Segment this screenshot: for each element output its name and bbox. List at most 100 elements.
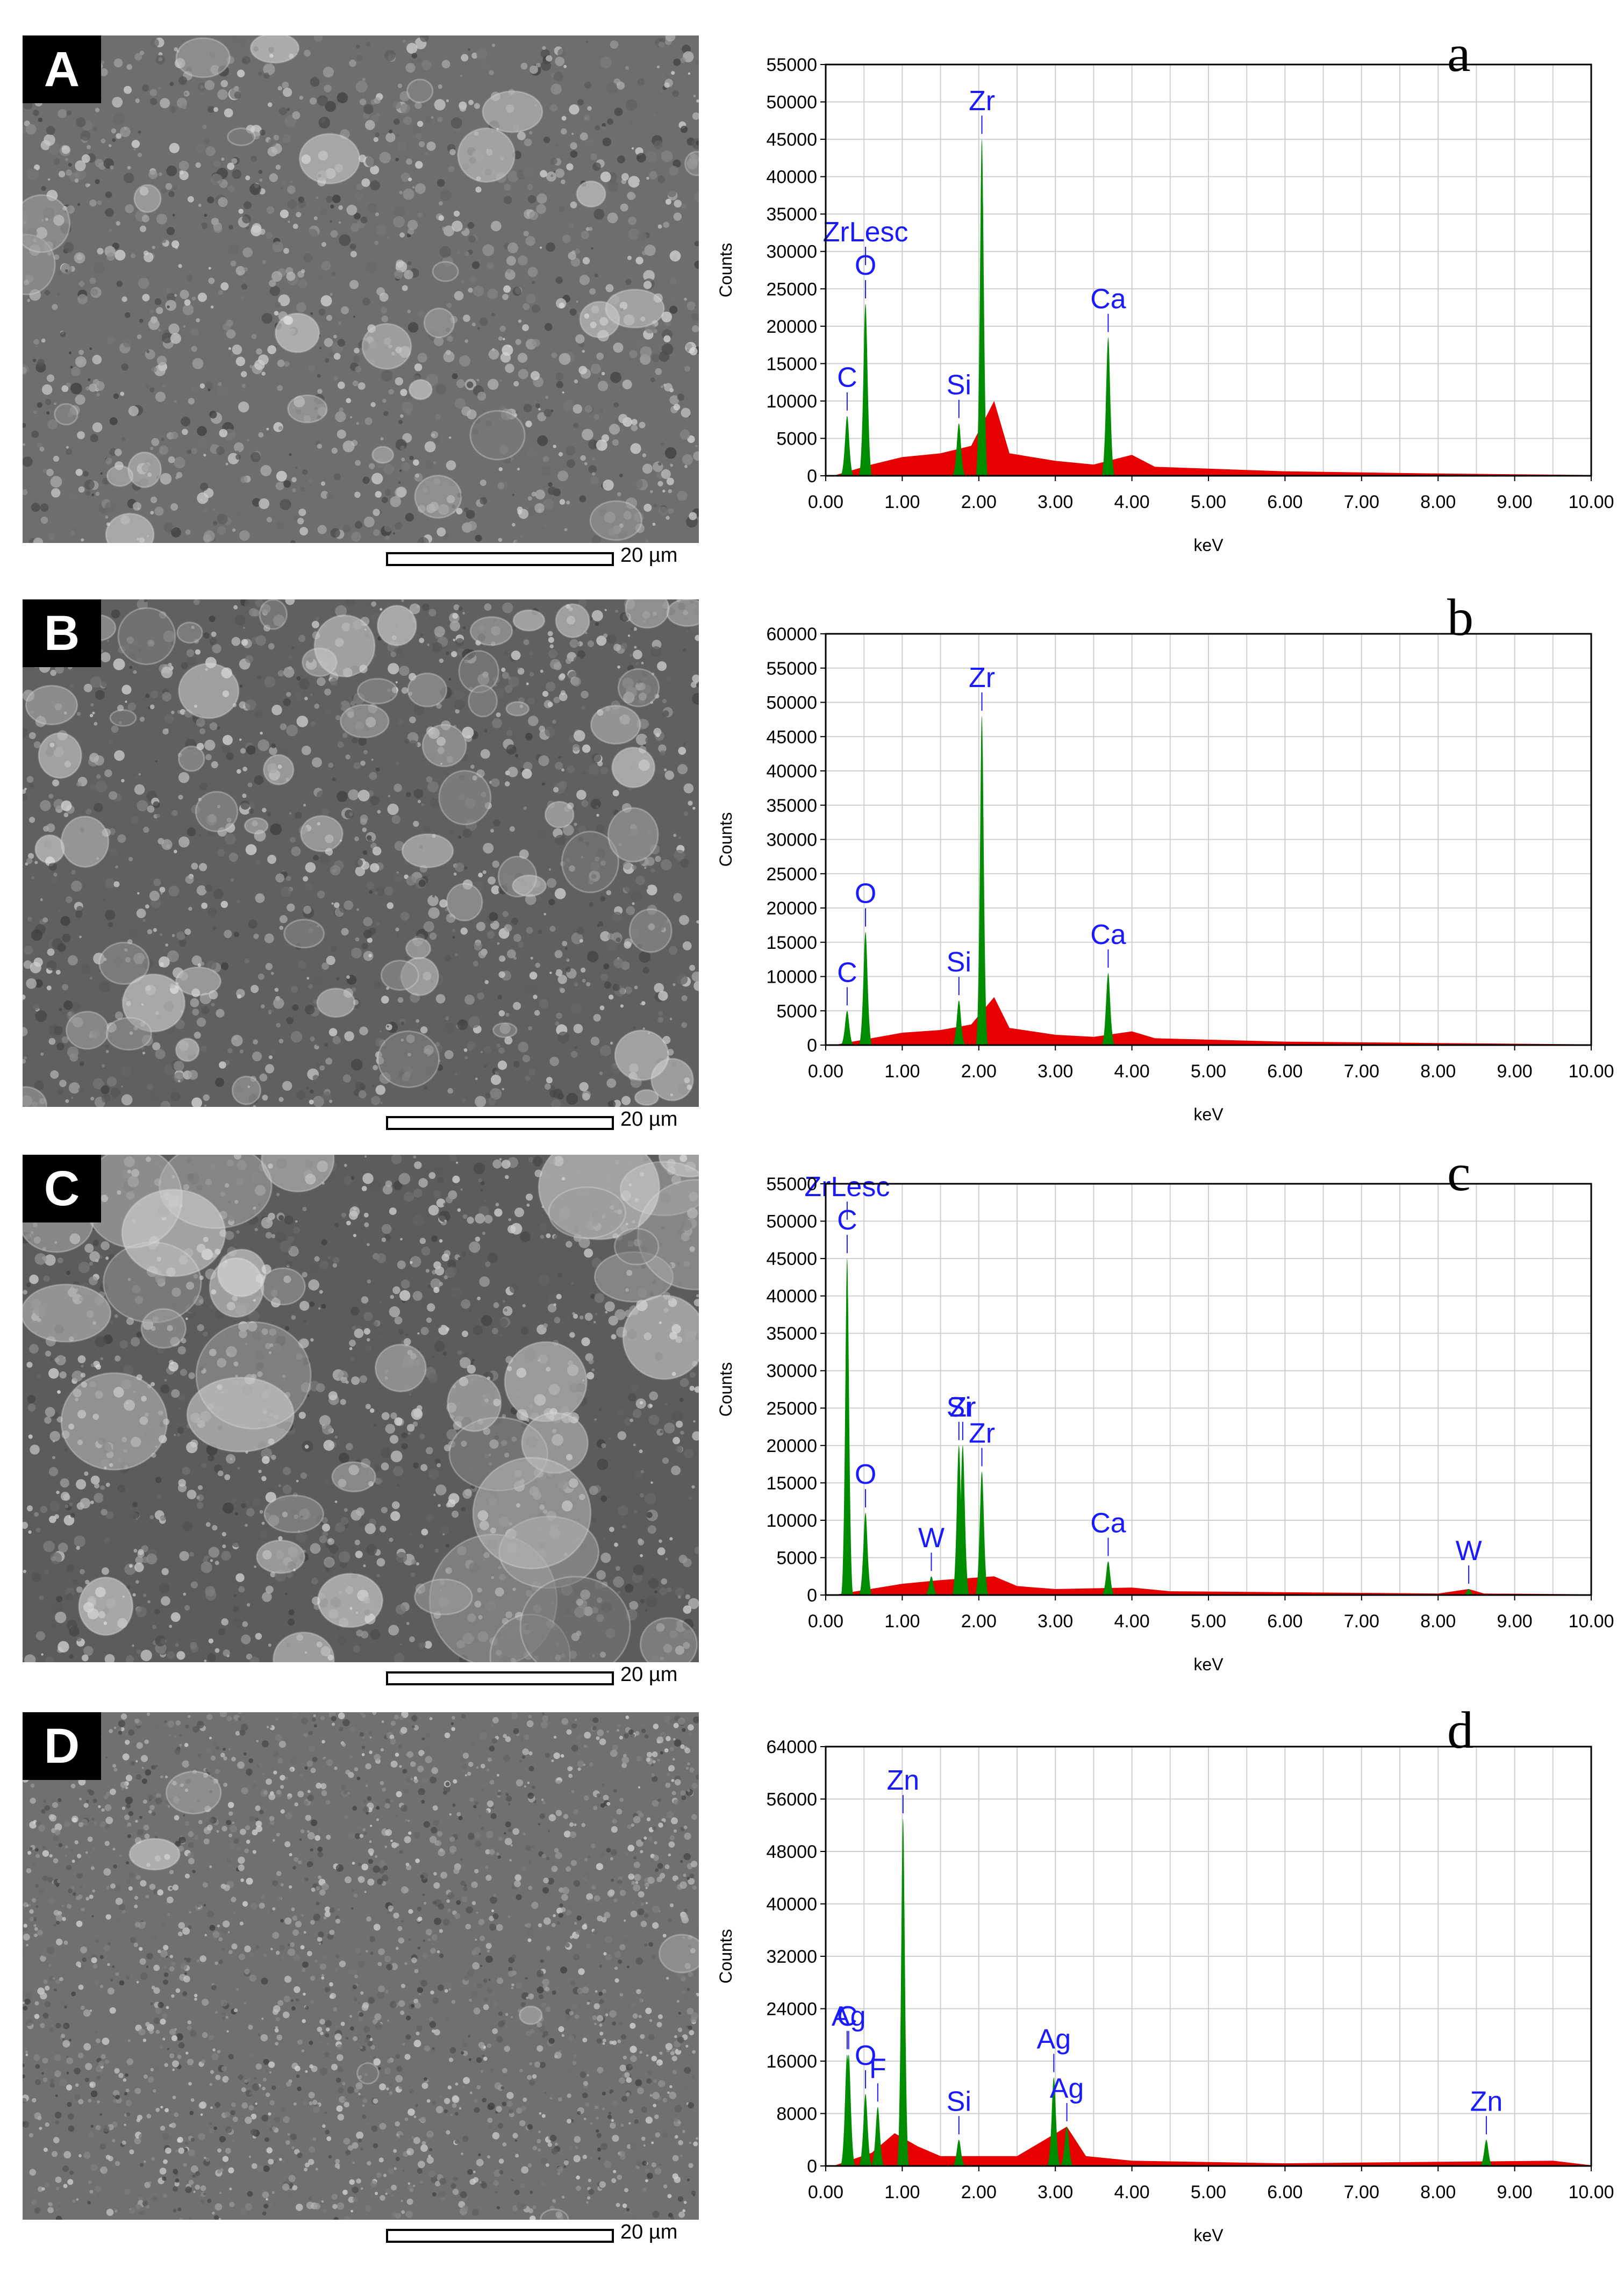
sem-image-B: B <box>23 599 699 1107</box>
peak-label: Ca <box>1090 919 1126 950</box>
y-tick-label: 48000 <box>766 1842 817 1862</box>
peak-label: Ca <box>1090 1507 1126 1539</box>
scale-bar <box>386 2229 614 2243</box>
y-tick-label: 30000 <box>766 242 817 262</box>
x-tick-label: 3.00 <box>1038 492 1073 512</box>
y-tick-label: 0 <box>807 466 817 487</box>
x-tick-label: 7.00 <box>1344 1061 1379 1082</box>
y-tick-label: 55000 <box>766 659 817 679</box>
spectrum-panel-letter-b: b <box>1447 588 1473 648</box>
y-tick-label: 32000 <box>766 1947 817 1967</box>
sem-image-D: D <box>23 1712 699 2220</box>
peak-label: Ag <box>832 2001 866 2032</box>
peak-label: ZrLesc <box>804 1171 890 1203</box>
y-tick-label: 30000 <box>766 830 817 850</box>
sem-texture <box>23 599 699 1107</box>
peak-label: Zn <box>1470 2086 1503 2117</box>
peak-label: Si <box>947 947 971 978</box>
y-tick-label: 10000 <box>766 967 817 988</box>
x-tick-label: 4.00 <box>1114 2182 1150 2203</box>
peak-label: Ag <box>1050 2073 1084 2104</box>
scale-bar <box>386 1116 614 1130</box>
panel-label-D: D <box>23 1712 101 1780</box>
y-tick-label: 20000 <box>766 317 817 337</box>
y-tick-label: 35000 <box>766 796 817 816</box>
peak-label: F <box>869 2053 886 2084</box>
y-tick-label: 40000 <box>766 167 817 188</box>
y-tick-label: 5000 <box>776 1001 817 1021</box>
y-tick-label: 45000 <box>766 1249 817 1269</box>
x-tick-label: 3.00 <box>1038 1611 1073 1632</box>
x-tick-label: 5.00 <box>1191 1611 1226 1632</box>
y-tick-label: 35000 <box>766 204 817 225</box>
sem-texture <box>23 35 699 543</box>
x-tick-label: 5.00 <box>1191 1061 1226 1082</box>
peak-label: Ag <box>1037 2023 1071 2055</box>
y-tick-label: 40000 <box>766 1894 817 1915</box>
x-tick-label: 0.00 <box>808 1061 843 1082</box>
x-tick-label: 5.00 <box>1191 2182 1226 2203</box>
x-axis-label: keV <box>1193 1105 1224 1124</box>
y-tick-label: 15000 <box>766 354 817 374</box>
y-tick-label: 0 <box>807 2156 817 2177</box>
eds-chart-a: COZrLescSiZrCa05000100001500020000250003… <box>704 35 1624 595</box>
peak-label: Zr <box>969 1418 995 1449</box>
x-tick-label: 2.00 <box>961 2182 997 2203</box>
y-tick-label: 40000 <box>766 761 817 782</box>
y-tick-label: 0 <box>807 1035 817 1056</box>
eds-chart-b: COSiZrCa05000100001500020000250003000035… <box>704 599 1624 1159</box>
y-tick-label: 25000 <box>766 279 817 299</box>
peak-label: Zn <box>886 1765 919 1796</box>
peak-label: Ca <box>1090 284 1126 315</box>
y-tick-label: 64000 <box>766 1737 817 1757</box>
x-tick-label: 1.00 <box>884 1611 920 1632</box>
x-tick-label: 4.00 <box>1114 1061 1150 1082</box>
panel-label-C: C <box>23 1155 101 1222</box>
y-axis-label: Counts <box>716 812 735 867</box>
x-tick-label: 8.00 <box>1420 492 1456 512</box>
panel-label-A: A <box>23 35 101 103</box>
y-tick-label: 10000 <box>766 1511 817 1531</box>
peak-label: ZrLesc <box>823 217 908 248</box>
x-tick-label: 2.00 <box>961 1611 997 1632</box>
x-tick-label: 10.00 <box>1568 1611 1614 1632</box>
x-tick-label: 9.00 <box>1497 2182 1533 2203</box>
x-tick-label: 7.00 <box>1344 1611 1379 1632</box>
y-tick-label: 35000 <box>766 1324 817 1344</box>
sem-image-A: A <box>23 35 699 543</box>
x-tick-label: 2.00 <box>961 492 997 512</box>
x-axis-label: keV <box>1193 535 1224 555</box>
x-tick-label: 6.00 <box>1267 492 1303 512</box>
x-tick-label: 9.00 <box>1497 1611 1533 1632</box>
x-tick-label: 10.00 <box>1568 2182 1614 2203</box>
spectrum-panel-letter-c: c <box>1447 1143 1471 1203</box>
y-tick-label: 50000 <box>766 693 817 713</box>
x-axis-label: keV <box>1193 1655 1224 1674</box>
x-tick-label: 7.00 <box>1344 492 1379 512</box>
y-tick-label: 40000 <box>766 1286 817 1307</box>
y-tick-label: 10000 <box>766 391 817 412</box>
peak-label: C <box>837 957 857 988</box>
x-tick-label: 9.00 <box>1497 1061 1533 1082</box>
x-tick-label: 1.00 <box>884 492 920 512</box>
x-tick-label: 10.00 <box>1568 1061 1614 1082</box>
x-tick-label: 5.00 <box>1191 492 1226 512</box>
x-tick-label: 6.00 <box>1267 1611 1303 1632</box>
x-tick-label: 7.00 <box>1344 2182 1379 2203</box>
x-tick-label: 1.00 <box>884 2182 920 2203</box>
peak-label: O <box>855 878 876 910</box>
peak-label: Zr <box>969 662 995 693</box>
x-tick-label: 9.00 <box>1497 492 1533 512</box>
y-axis-label: Counts <box>716 1362 735 1417</box>
scale-bar <box>386 552 614 566</box>
sem-texture <box>23 1155 699 1662</box>
y-tick-label: 0 <box>807 1585 817 1606</box>
spectrum-panel-letter-d: d <box>1447 1700 1473 1761</box>
y-axis-label: Counts <box>716 243 735 297</box>
y-tick-label: 20000 <box>766 1436 817 1456</box>
peak-label: Si <box>947 370 971 401</box>
peak-label: O <box>855 1459 876 1490</box>
